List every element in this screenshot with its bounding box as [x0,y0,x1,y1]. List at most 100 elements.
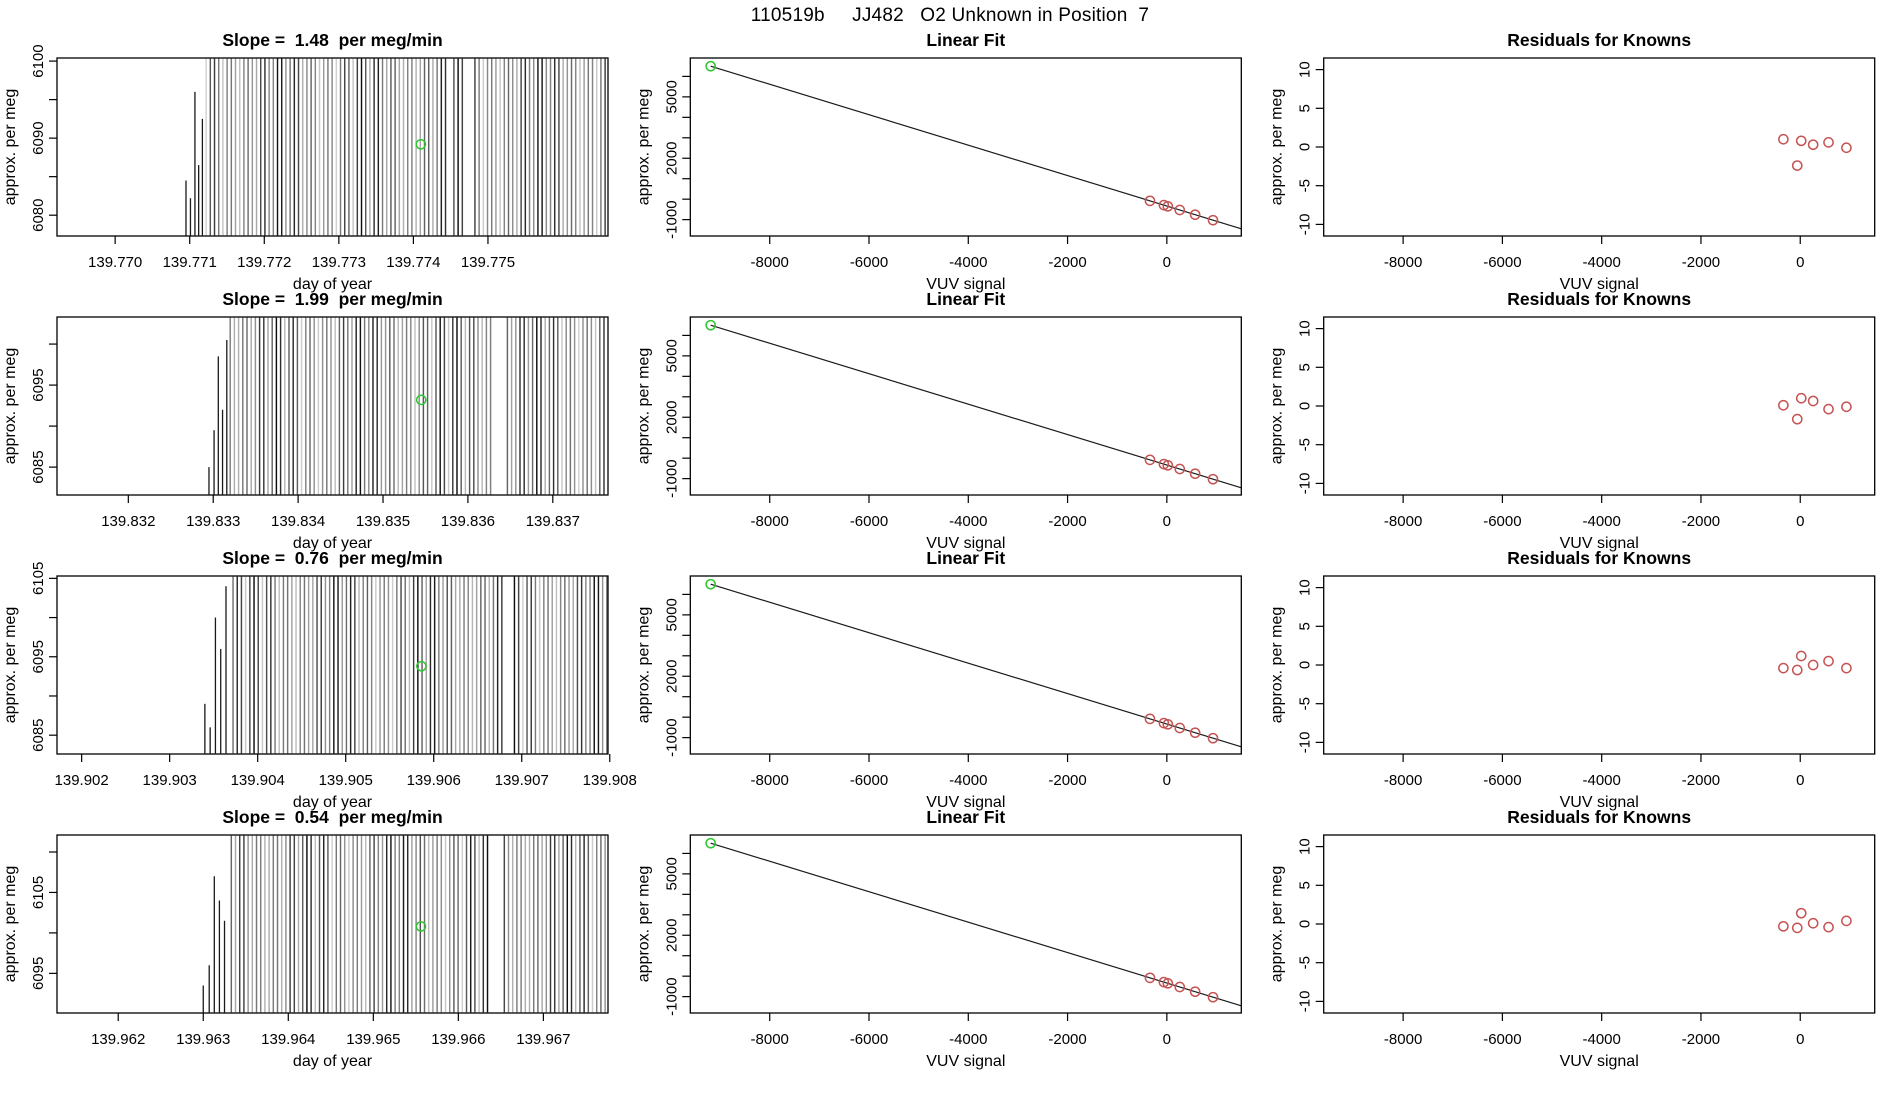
x-tick-label: -4000 [1582,513,1620,530]
x-axis-label: day of year [293,535,373,552]
residual-point [1807,139,1819,151]
known-sample-point [1144,195,1156,207]
panel-title: Residuals for Knowns [1507,30,1691,50]
x-tick-label: 139.966 [431,1031,485,1048]
x-tick-label: -8000 [751,1031,789,1048]
y-tick-label: -10 [1297,473,1314,495]
y-tick-label: 10 [1297,320,1314,337]
y-tick-label: 6085 [30,450,47,483]
x-tick-label: 139.835 [356,513,410,530]
residual-point [1807,395,1819,407]
x-axis-label: VUV signal [1560,1053,1639,1070]
x-tick-label: -6000 [1483,772,1521,789]
panel-title: Slope = 1.48 per meg/min [222,30,442,50]
x-tick-label: -2000 [1048,513,1086,530]
y-tick-label: -10 [1297,991,1314,1013]
y-axis-label: approx. per meg [1269,866,1286,983]
y-tick-label: 10 [1297,838,1314,855]
plot-frame [689,57,1242,237]
x-tick-label: 139.832 [101,513,155,530]
known-sample-point [1207,473,1219,485]
x-tick-label: 139.962 [91,1031,145,1048]
x-tick-label: -2000 [1048,1031,1086,1048]
residual-point [1807,659,1819,671]
x-axis-label: VUV signal [926,1053,1005,1070]
known-sample-point [1144,454,1156,466]
y-axis-label: approx. per meg [635,866,652,983]
x-tick-label: 139.904 [231,772,285,789]
x-tick-label: 139.902 [55,772,109,789]
y-tick-label: -10 [1297,732,1314,754]
y-tick-label: 6095 [30,368,47,401]
x-tick-label: -2000 [1682,772,1720,789]
x-tick-label: 0 [1796,772,1804,789]
y-tick-label: -1000 [663,718,680,756]
residual-point [1778,920,1789,932]
residual-point [1778,662,1789,674]
y-tick-label: -1000 [663,977,680,1015]
x-tick-label: 139.770 [88,254,142,271]
y-axis-label: approx. per meg [2,866,19,983]
known-sample-point [1144,972,1156,984]
x-tick-label: 139.771 [163,254,217,271]
panel-row4-residuals: -8000 -6000 -4000 -2000 0 -10 -5 0 5 10 Residuals … [1269,807,1876,1070]
x-tick-label: 139.906 [407,772,461,789]
y-tick-label: 6090 [30,121,47,154]
y-tick-label: 2000 [663,401,680,434]
x-tick-label: -4000 [949,1031,987,1048]
y-tick-label: 5 [1297,363,1314,371]
x-tick-label: -2000 [1682,513,1720,530]
panel-title: Slope = 1.99 per meg/min [222,289,442,309]
fit-line [710,324,1242,489]
fit-line [710,842,1242,1007]
y-tick-label: -5 [1297,697,1314,710]
x-tick-label: 0 [1163,254,1171,271]
x-tick-label: -8000 [1384,772,1422,789]
x-axis-label: VUV signal [926,794,1005,811]
x-tick-label: 139.905 [319,772,373,789]
panel-row3-residuals: -8000 -6000 -4000 -2000 0 -10 -5 0 5 10 Residuals … [1269,548,1876,811]
plot-frame [689,316,1242,496]
x-tick-label: 139.837 [526,513,580,530]
y-tick-label: 6085 [30,718,47,751]
known-sample-point [1207,732,1219,744]
x-tick-label: -6000 [1483,513,1521,530]
known-sample-point [1174,204,1186,216]
x-axis-label: day of year [293,794,373,811]
panel-title: Residuals for Knowns [1507,289,1691,309]
plot-frame [56,316,609,496]
unknown-sample-point [415,394,427,406]
residual-point [1823,403,1834,415]
residual-point [1823,921,1834,933]
x-tick-label: -4000 [1582,772,1620,789]
panel-row1-residuals: -8000 -6000 -4000 -2000 0 -10 -5 0 5 10 Residuals … [1269,30,1876,293]
x-tick-label: -2000 [1682,254,1720,271]
x-tick-label: 139.964 [261,1031,315,1048]
y-tick-label: 5 [1297,881,1314,889]
panel-row3-slope: 139.902 139.903 139.904 139.905 139.906 139.9… [2,548,637,811]
residual-point [1795,650,1807,662]
x-tick-label: 139.775 [461,254,515,271]
panel-title: Residuals for Knowns [1507,807,1691,827]
known-sample-point [1189,468,1201,480]
plot-frame [689,834,1242,1014]
y-tick-label: 6095 [30,957,47,990]
x-tick-label: -4000 [949,772,987,789]
y-tick-label: 10 [1297,579,1314,596]
plot-frame [56,575,609,755]
x-tick-label: 0 [1163,513,1171,530]
residual-point [1795,135,1807,147]
plot-frame [56,834,609,1014]
y-tick-label: 10 [1297,61,1314,78]
unknown-sample-point [705,837,717,849]
unknown-sample-point [705,319,717,331]
x-tick-label: -8000 [1384,513,1422,530]
x-tick-label: 0 [1796,254,1804,271]
y-tick-label: -5 [1297,438,1314,451]
y-tick-label: -1000 [663,459,680,497]
x-tick-label: 139.907 [495,772,549,789]
plot-frame [1323,834,1876,1014]
y-tick-label: -1000 [663,200,680,238]
x-tick-label: -2000 [1048,254,1086,271]
